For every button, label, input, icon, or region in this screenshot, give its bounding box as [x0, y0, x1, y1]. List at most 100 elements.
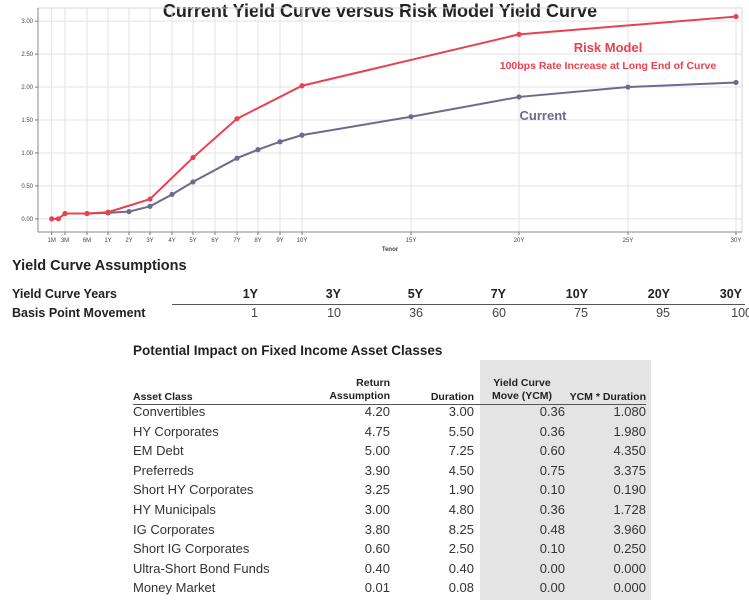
x-tick-label: 5Y — [189, 238, 196, 244]
asset-class-cell: Money Market — [133, 580, 216, 596]
data-point-risk-model — [55, 216, 61, 222]
header-asset-class: Asset Class — [133, 391, 193, 403]
y-tick-label: 2.50 — [21, 52, 33, 58]
data-point-risk-model — [190, 154, 196, 161]
x-tick-label: 9Y — [276, 238, 283, 244]
duration-cell: 7.25 — [448, 443, 474, 459]
year-cell: 7Y — [490, 287, 506, 301]
y-tick-label: 0.00 — [21, 217, 33, 223]
ycm-cell: 0.36 — [539, 423, 565, 439]
movement-label: Basis Point Movement — [12, 306, 146, 320]
ycm-cell: 0.36 — [539, 404, 565, 419]
asset-class-cell: HY Corporates — [133, 423, 219, 439]
asset-class-cell: Preferreds — [133, 462, 194, 478]
series-line-current — [65, 81, 737, 215]
ycm-duration-cell: 0.190 — [613, 482, 646, 498]
asset-class-cell: HY Municipals — [133, 502, 216, 517]
x-tick-label: 15Y — [406, 238, 417, 244]
ycm-duration-cell: 3.960 — [613, 521, 646, 537]
header-ycm-duration: YCM * Duration — [569, 391, 646, 403]
data-point-current — [234, 155, 240, 161]
x-tick-label: 2Y — [125, 238, 132, 244]
x-tick-label: 10Y — [297, 238, 308, 244]
year-cell: 1Y — [242, 287, 258, 301]
asset-class-cell: IG Corporates — [133, 521, 215, 537]
annotation-current: Current — [520, 108, 568, 123]
return-cell: 0.01 — [364, 580, 390, 596]
duration-cell: 0.08 — [448, 580, 474, 596]
ycm-duration-cell: 1.728 — [613, 502, 646, 517]
ycm-duration-cell: 4.350 — [613, 443, 646, 459]
assumptions-title: Yield Curve Assumptions — [12, 258, 187, 274]
y-tick-labels: 0.00 0.50 1.00 1.50 2.00 2.50 3.00 — [21, 19, 33, 223]
table-row: Ultra-Short Bond Funds 0.40 0.40 0.00 0.000 — [133, 561, 646, 581]
x-tick-label: 1M — [47, 238, 55, 244]
ycm-highlight-band — [480, 360, 651, 600]
return-cell: 4.75 — [364, 423, 390, 439]
y-tick-label: 1.00 — [21, 151, 33, 157]
table-row: Short IG Corporates 0.60 2.50 0.10 0.250 — [133, 541, 646, 561]
header-duration: Duration — [430, 391, 474, 403]
movement-cell: 10 — [327, 306, 341, 320]
x-tick-label: 6Y — [211, 238, 218, 244]
y-tick-label: 1.50 — [21, 118, 33, 124]
duration-cell: 4.50 — [448, 462, 474, 478]
x-tick-label: 1Y — [104, 238, 111, 244]
table-row: HY Corporates 4.75 5.50 0.36 1.980 — [133, 424, 646, 444]
duration-cell: 4.80 — [448, 502, 474, 517]
data-point-risk-model — [147, 196, 153, 202]
chart-title: Current Yield Curve versus Risk Model Yi… — [163, 1, 597, 21]
year-cell: 3Y — [325, 287, 341, 301]
impact-header-divider — [133, 404, 646, 405]
ycm-cell: 0.75 — [539, 462, 565, 478]
x-tick-labels: 1M 3M 6M 1Y 2Y 3Y 4Y 5Y 6Y 7Y 8Y 9Y 10Y 15Y 20Y 25Y 30Y — [47, 238, 741, 244]
assumptions-divider — [172, 304, 745, 305]
movement-cell: 36 — [409, 306, 423, 320]
x-tick-label: 8Y — [254, 238, 261, 244]
x-tick-label: 4Y — [168, 238, 175, 244]
ycm-duration-cell: 1.080 — [613, 404, 646, 419]
duration-cell: 1.90 — [448, 482, 474, 498]
return-cell: 0.60 — [364, 541, 390, 557]
table-row: IG Corporates 3.80 8.25 0.48 3.960 — [133, 522, 646, 542]
ycm-cell: 0.60 — [539, 443, 565, 459]
data-point-current — [516, 94, 522, 100]
ycm-cell: 0.48 — [539, 521, 565, 537]
data-point-risk-model — [234, 116, 240, 122]
ycm-duration-cell: 3.375 — [613, 462, 646, 478]
assumptions-years-row: Yield Curve Years 1Y 3Y 5Y 7Y 10Y 20Y 30… — [12, 287, 745, 305]
return-cell: 0.40 — [364, 560, 390, 576]
x-tick-label: 20Y — [514, 238, 525, 244]
return-cell: 4.20 — [364, 404, 390, 419]
annotation-risk-model: Risk Model — [574, 40, 643, 55]
x-axis-title: Tenor — [382, 247, 399, 253]
x-tick-label: 30Y — [731, 238, 742, 244]
table-row: EM Debt 5.00 7.25 0.60 4.350 — [133, 443, 646, 463]
asset-class-cell: Short HY Corporates — [133, 482, 254, 498]
y-tick-label: 0.50 — [21, 184, 33, 190]
duration-cell: 0.40 — [448, 560, 474, 576]
table-row: Short HY Corporates 3.25 1.90 0.10 0.190 — [133, 482, 646, 502]
data-point-current — [147, 203, 153, 209]
return-cell: 3.00 — [364, 502, 390, 517]
ycm-cell: 0.10 — [539, 541, 565, 557]
movement-cell: 100 — [731, 306, 749, 320]
y-tick-label: 2.00 — [21, 85, 33, 91]
table-row: Money Market 0.01 0.08 0.00 0.000 — [133, 580, 646, 600]
table-row: Preferreds 3.90 4.50 0.75 3.375 — [133, 463, 646, 483]
ycm-cell: 0.10 — [539, 482, 565, 498]
return-cell: 5.00 — [364, 443, 390, 459]
data-point-current — [408, 114, 414, 120]
axes — [35, 8, 742, 235]
return-cell: 3.25 — [364, 482, 390, 498]
return-cell: 3.80 — [364, 521, 390, 537]
x-tick-label: 3M — [61, 238, 69, 244]
year-cell: 5Y — [407, 287, 423, 301]
data-point-current — [126, 208, 132, 215]
data-point-risk-model — [105, 209, 111, 215]
data-point-current — [169, 191, 175, 198]
asset-class-cell: EM Debt — [133, 443, 184, 459]
duration-cell: 2.50 — [448, 541, 474, 557]
movement-cell: 60 — [492, 306, 506, 320]
x-tick-label: 3Y — [146, 238, 153, 244]
